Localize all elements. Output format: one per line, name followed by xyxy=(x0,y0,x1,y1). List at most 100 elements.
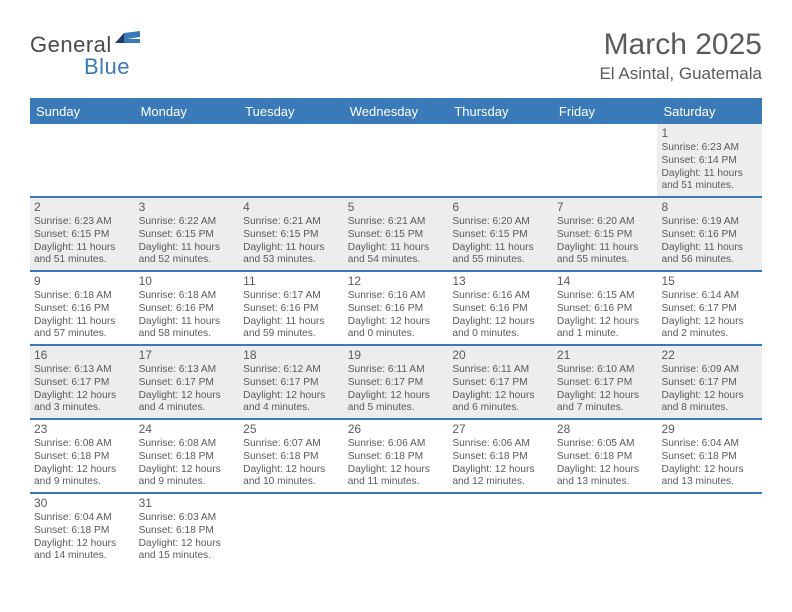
sunrise-text: Sunrise: 6:18 AM xyxy=(34,290,131,303)
day-cell: 15Sunrise: 6:14 AMSunset: 6:17 PMDayligh… xyxy=(657,272,762,344)
week-row: 2Sunrise: 6:23 AMSunset: 6:15 PMDaylight… xyxy=(30,198,762,272)
day-number: 28 xyxy=(557,422,654,437)
empty-cell xyxy=(448,494,553,566)
daylight-text: Daylight: 12 hours and 9 minutes. xyxy=(139,464,236,490)
sunset-text: Sunset: 6:18 PM xyxy=(139,451,236,464)
daylight-text: Daylight: 11 hours and 51 minutes. xyxy=(34,242,131,268)
day-number: 13 xyxy=(452,274,549,289)
day-number: 29 xyxy=(661,422,758,437)
day-cell: 26Sunrise: 6:06 AMSunset: 6:18 PMDayligh… xyxy=(344,420,449,492)
day-cell: 6Sunrise: 6:20 AMSunset: 6:15 PMDaylight… xyxy=(448,198,553,270)
day-number: 12 xyxy=(348,274,445,289)
brand-text-2-wrap: Blue xyxy=(30,54,130,80)
daylight-text: Daylight: 11 hours and 53 minutes. xyxy=(243,242,340,268)
empty-cell xyxy=(553,494,658,566)
day-number: 5 xyxy=(348,200,445,215)
day-number: 8 xyxy=(661,200,758,215)
day-header-row: SundayMondayTuesdayWednesdayThursdayFrid… xyxy=(30,98,762,124)
daylight-text: Daylight: 12 hours and 5 minutes. xyxy=(348,390,445,416)
sunset-text: Sunset: 6:18 PM xyxy=(348,451,445,464)
sunset-text: Sunset: 6:18 PM xyxy=(557,451,654,464)
empty-cell xyxy=(344,124,449,196)
sunset-text: Sunset: 6:16 PM xyxy=(243,303,340,316)
day-cell: 13Sunrise: 6:16 AMSunset: 6:16 PMDayligh… xyxy=(448,272,553,344)
day-header: Friday xyxy=(553,100,658,124)
empty-cell xyxy=(344,494,449,566)
day-header: Monday xyxy=(135,100,240,124)
day-cell: 11Sunrise: 6:17 AMSunset: 6:16 PMDayligh… xyxy=(239,272,344,344)
day-number: 19 xyxy=(348,348,445,363)
day-cell: 22Sunrise: 6:09 AMSunset: 6:17 PMDayligh… xyxy=(657,346,762,418)
daylight-text: Daylight: 12 hours and 4 minutes. xyxy=(243,390,340,416)
daylight-text: Daylight: 11 hours and 51 minutes. xyxy=(661,168,758,194)
page-title: March 2025 xyxy=(599,28,762,62)
sunrise-text: Sunrise: 6:08 AM xyxy=(34,438,131,451)
daylight-text: Daylight: 11 hours and 56 minutes. xyxy=(661,242,758,268)
day-cell: 20Sunrise: 6:11 AMSunset: 6:17 PMDayligh… xyxy=(448,346,553,418)
sunrise-text: Sunrise: 6:05 AM xyxy=(557,438,654,451)
day-cell: 10Sunrise: 6:18 AMSunset: 6:16 PMDayligh… xyxy=(135,272,240,344)
sunrise-text: Sunrise: 6:14 AM xyxy=(661,290,758,303)
day-header: Tuesday xyxy=(239,100,344,124)
sunrise-text: Sunrise: 6:17 AM xyxy=(243,290,340,303)
empty-cell xyxy=(239,494,344,566)
sunset-text: Sunset: 6:18 PM xyxy=(139,525,236,538)
day-number: 24 xyxy=(139,422,236,437)
sunrise-text: Sunrise: 6:10 AM xyxy=(557,364,654,377)
week-row: 30Sunrise: 6:04 AMSunset: 6:18 PMDayligh… xyxy=(30,494,762,566)
day-number: 15 xyxy=(661,274,758,289)
sunset-text: Sunset: 6:14 PM xyxy=(661,155,758,168)
day-number: 27 xyxy=(452,422,549,437)
sunset-text: Sunset: 6:18 PM xyxy=(452,451,549,464)
day-number: 23 xyxy=(34,422,131,437)
sunset-text: Sunset: 6:16 PM xyxy=(557,303,654,316)
sunset-text: Sunset: 6:18 PM xyxy=(34,451,131,464)
day-number: 9 xyxy=(34,274,131,289)
day-header: Thursday xyxy=(448,100,553,124)
daylight-text: Daylight: 12 hours and 12 minutes. xyxy=(452,464,549,490)
sunrise-text: Sunrise: 6:19 AM xyxy=(661,216,758,229)
sunset-text: Sunset: 6:17 PM xyxy=(243,377,340,390)
day-cell: 21Sunrise: 6:10 AMSunset: 6:17 PMDayligh… xyxy=(553,346,658,418)
daylight-text: Daylight: 12 hours and 1 minute. xyxy=(557,316,654,342)
sunset-text: Sunset: 6:18 PM xyxy=(34,525,131,538)
day-header: Sunday xyxy=(30,100,135,124)
daylight-text: Daylight: 12 hours and 10 minutes. xyxy=(243,464,340,490)
week-row: 9Sunrise: 6:18 AMSunset: 6:16 PMDaylight… xyxy=(30,272,762,346)
sunset-text: Sunset: 6:17 PM xyxy=(452,377,549,390)
page-subtitle: El Asintal, Guatemala xyxy=(599,64,762,84)
sunset-text: Sunset: 6:15 PM xyxy=(34,229,131,242)
day-cell: 27Sunrise: 6:06 AMSunset: 6:18 PMDayligh… xyxy=(448,420,553,492)
sunset-text: Sunset: 6:17 PM xyxy=(348,377,445,390)
day-number: 18 xyxy=(243,348,340,363)
daylight-text: Daylight: 12 hours and 15 minutes. xyxy=(139,538,236,564)
sunrise-text: Sunrise: 6:21 AM xyxy=(243,216,340,229)
day-number: 4 xyxy=(243,200,340,215)
daylight-text: Daylight: 12 hours and 7 minutes. xyxy=(557,390,654,416)
daylight-text: Daylight: 12 hours and 9 minutes. xyxy=(34,464,131,490)
brand-text-2: Blue xyxy=(84,54,130,79)
sunrise-text: Sunrise: 6:20 AM xyxy=(452,216,549,229)
sunset-text: Sunset: 6:16 PM xyxy=(34,303,131,316)
empty-cell xyxy=(448,124,553,196)
day-cell: 30Sunrise: 6:04 AMSunset: 6:18 PMDayligh… xyxy=(30,494,135,566)
sunrise-text: Sunrise: 6:15 AM xyxy=(557,290,654,303)
empty-cell xyxy=(30,124,135,196)
daylight-text: Daylight: 11 hours and 58 minutes. xyxy=(139,316,236,342)
sunset-text: Sunset: 6:17 PM xyxy=(661,377,758,390)
sunrise-text: Sunrise: 6:06 AM xyxy=(348,438,445,451)
day-cell: 16Sunrise: 6:13 AMSunset: 6:17 PMDayligh… xyxy=(30,346,135,418)
day-number: 25 xyxy=(243,422,340,437)
sunset-text: Sunset: 6:18 PM xyxy=(243,451,340,464)
empty-cell xyxy=(553,124,658,196)
sunrise-text: Sunrise: 6:04 AM xyxy=(34,512,131,525)
sunrise-text: Sunrise: 6:16 AM xyxy=(348,290,445,303)
sunrise-text: Sunrise: 6:13 AM xyxy=(139,364,236,377)
sunrise-text: Sunrise: 6:03 AM xyxy=(139,512,236,525)
week-row: 16Sunrise: 6:13 AMSunset: 6:17 PMDayligh… xyxy=(30,346,762,420)
day-cell: 5Sunrise: 6:21 AMSunset: 6:15 PMDaylight… xyxy=(344,198,449,270)
day-number: 14 xyxy=(557,274,654,289)
sunset-text: Sunset: 6:15 PM xyxy=(452,229,549,242)
sunset-text: Sunset: 6:18 PM xyxy=(661,451,758,464)
sunrise-text: Sunrise: 6:04 AM xyxy=(661,438,758,451)
